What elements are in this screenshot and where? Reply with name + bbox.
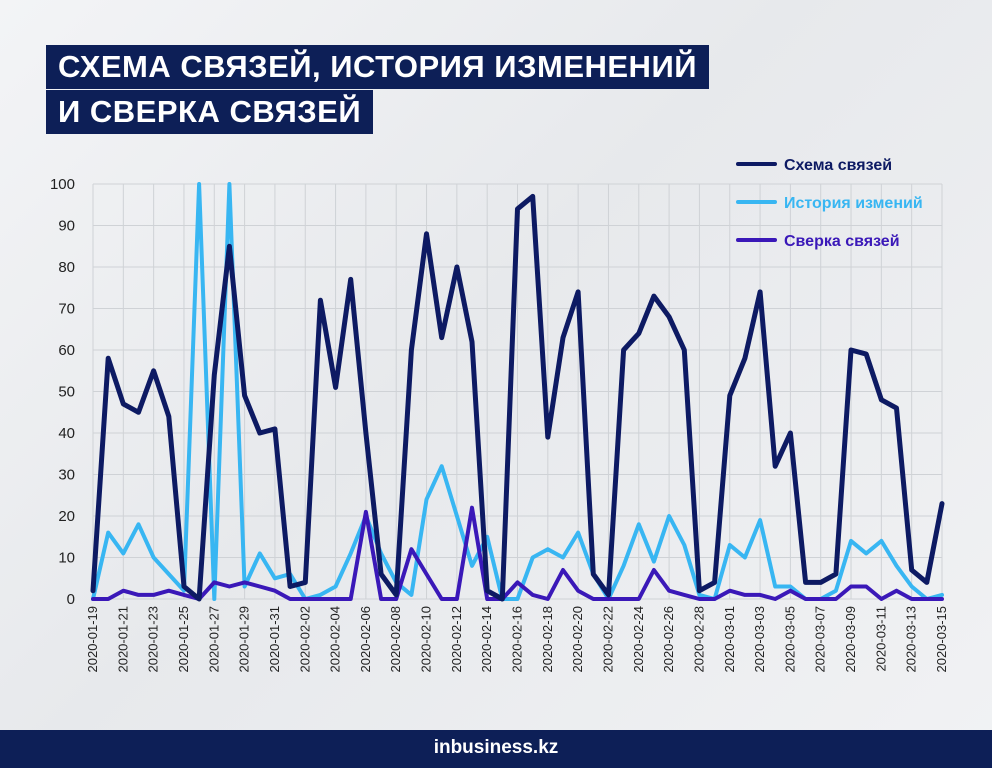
x-tick-label: 2020-03-11 <box>873 606 888 672</box>
legend-label: История измений <box>784 195 923 212</box>
x-tick-label: 2020-02-14 <box>479 606 494 673</box>
chart-title-line-2: И СВЕРКА СВЯЗЕЙ <box>46 90 374 134</box>
x-tick-label: 2020-02-28 <box>691 606 706 673</box>
x-tick-label: 2020-03-07 <box>813 606 828 673</box>
x-tick-label: 2020-02-20 <box>570 606 585 673</box>
y-tick-label: 100 <box>50 176 75 193</box>
x-tick-label: 2020-01-31 <box>267 606 282 673</box>
y-axis-ticks: 0 10 20 30 40 50 60 70 80 90 100 <box>50 176 75 608</box>
x-axis-ticks: 2020-01-19 2020-01-21 2020-01-23 2020-01-25… <box>85 606 949 673</box>
y-tick-label: 90 <box>58 218 75 235</box>
x-tick-label: 2020-01-23 <box>146 606 161 673</box>
x-tick-label: 2020-01-25 <box>176 606 191 673</box>
legend-label: Сверка связей <box>784 233 900 250</box>
x-tick-label: 2020-02-02 <box>297 606 312 673</box>
x-tick-label: 2020-02-22 <box>600 606 615 673</box>
x-tick-label: 2020-01-29 <box>237 606 252 673</box>
x-tick-label: 2020-01-27 <box>206 606 221 673</box>
chart-title-line-1: СХЕМА СВЯЗЕЙ, ИСТОРИЯ ИЗМЕНЕНИЙ <box>46 45 710 89</box>
chart-series <box>90 182 945 602</box>
x-tick-label: 2020-03-13 <box>904 606 919 673</box>
x-tick-label: 2020-03-05 <box>782 606 797 673</box>
y-tick-label: 80 <box>58 259 75 276</box>
series-line <box>91 505 944 601</box>
y-tick-label: 50 <box>58 384 75 401</box>
x-tick-label: 2020-02-04 <box>328 606 343 673</box>
x-tick-label: 2020-03-01 <box>722 606 737 673</box>
x-tick-label: 2020-01-21 <box>115 606 130 673</box>
x-tick-label: 2020-01-19 <box>85 606 100 673</box>
y-tick-label: 30 <box>58 467 75 484</box>
x-tick-label: 2020-02-06 <box>358 606 373 673</box>
x-tick-label: 2020-02-16 <box>510 606 525 673</box>
x-tick-label: 2020-02-08 <box>388 606 403 673</box>
footer-bar: inbusiness.kz <box>0 730 992 768</box>
x-tick-label: 2020-03-15 <box>934 606 949 673</box>
x-tick-label: 2020-02-12 <box>449 606 464 673</box>
x-tick-label: 2020-02-24 <box>631 606 646 673</box>
y-tick-label: 0 <box>67 591 75 608</box>
chart-legend: Схема связей История измений Сверка связей <box>736 157 923 250</box>
x-tick-label: 2020-02-18 <box>540 606 555 673</box>
y-tick-label: 10 <box>58 550 75 567</box>
y-tick-label: 40 <box>58 425 75 442</box>
y-tick-label: 70 <box>58 301 75 318</box>
series-line <box>90 193 945 602</box>
y-tick-label: 60 <box>58 342 75 359</box>
x-tick-label: 2020-03-03 <box>752 606 767 673</box>
brand-logo: inbusiness.kz <box>433 737 559 758</box>
y-tick-label: 20 <box>58 508 75 525</box>
x-tick-label: 2020-02-10 <box>419 606 434 673</box>
x-tick-label: 2020-03-09 <box>843 606 858 673</box>
x-tick-label: 2020-02-26 <box>661 606 676 673</box>
legend-label: Схема связей <box>784 157 892 174</box>
